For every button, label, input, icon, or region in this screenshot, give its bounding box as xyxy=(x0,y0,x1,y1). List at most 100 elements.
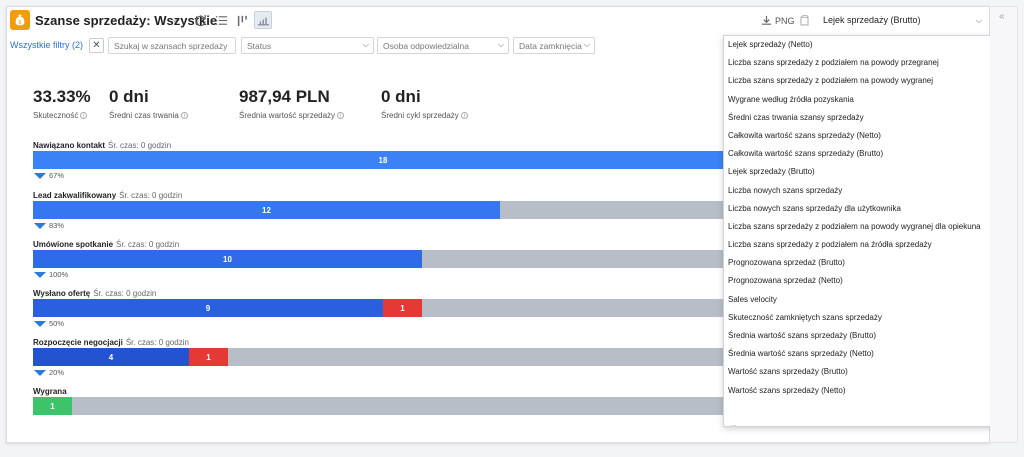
stage-name: Wysłano ofertę xyxy=(33,289,91,298)
png-label: PNG xyxy=(775,15,795,26)
dropdown-option[interactable]: Liczba nowych szans sprzedaży dla użytko… xyxy=(728,203,901,213)
dropdown-option[interactable]: Skuteczność zamkniętych szans sprzedaży xyxy=(728,312,882,322)
clear-filters-button[interactable]: ✕ xyxy=(89,38,104,53)
chevron-down-icon: ⌵ xyxy=(362,40,369,49)
chevron-down-icon: ⌵ xyxy=(497,40,504,49)
funnel-stage-label: Nawiązano kontakt Śr. czas: 0 godzin xyxy=(33,141,171,150)
info-icon[interactable]: i xyxy=(80,112,88,119)
funnel-bar-active[interactable]: 9 xyxy=(33,299,383,317)
funnel-bar-active[interactable]: 18 xyxy=(33,151,733,169)
metric-avg-cycle: 0 dni Średni cykl sprzedaży i xyxy=(381,87,468,120)
list-view-icon[interactable] xyxy=(212,11,230,29)
funnel-bar-active[interactable]: 4 xyxy=(33,348,189,366)
info-icon[interactable]: i xyxy=(180,112,188,119)
triangle-down-icon xyxy=(34,369,46,376)
metric-label: Średni czas trwania xyxy=(109,111,179,120)
funnel-stage-label: Lead zakwalifikowany Śr. czas: 0 godzin xyxy=(33,191,182,200)
status-filter-label: Status xyxy=(247,41,272,51)
triangle-down-icon xyxy=(34,172,46,179)
metric-label: Średnia wartość sprzedaży xyxy=(239,111,336,120)
owner-filter-label: Osoba odpowiedzialna xyxy=(383,41,470,51)
info-icon[interactable]: i xyxy=(460,112,468,119)
chevron-down-icon[interactable]: ⌵ xyxy=(171,14,179,25)
conversion-value: 83% xyxy=(49,221,65,230)
metric-value: 33.33% xyxy=(33,87,91,106)
dropdown-option[interactable]: Całkowita wartość szans sprzedaży (Brutt… xyxy=(728,149,884,159)
funnel-bar-lost[interactable]: 1 xyxy=(383,299,422,317)
dropdown-option[interactable]: Całkowita wartość szans sprzedaży (Netto… xyxy=(728,130,881,140)
copy-icon[interactable] xyxy=(800,15,810,26)
collapse-panel-button[interactable]: « xyxy=(999,11,1005,22)
close-date-filter-label: Data zamknięcia xyxy=(519,41,582,51)
search-placeholder: Szukaj w szansach sprzedaży xyxy=(114,41,228,51)
stage-avg-time: Śr. czas: 0 godzin xyxy=(108,141,172,150)
dropdown-option[interactable]: Średnia wartość szans sprzedaży (Brutto) xyxy=(728,331,877,340)
search-input[interactable]: Szukaj w szansach sprzedaży xyxy=(108,37,236,54)
bar-chart-icon[interactable] xyxy=(233,11,251,29)
owner-filter[interactable]: Osoba odpowiedzialna ⌵ xyxy=(377,37,509,54)
funnel-stage-label: Umówione spotkanie Śr. czas: 0 godzin xyxy=(33,240,179,249)
funnel-bar-active[interactable]: 1 xyxy=(33,397,72,415)
funnel-bar-track: 18 xyxy=(33,151,733,169)
report-window: $ Szanse sprzedaży: Wszystkie ⌵ PNG Leje… xyxy=(6,6,993,443)
metric-success-rate: 33.33% Skuteczność i xyxy=(33,87,91,120)
funnel-bar-active[interactable]: 12 xyxy=(33,201,500,219)
refresh-icon[interactable] xyxy=(191,11,209,29)
close-date-filter[interactable]: Data zamknięcia ⌵ xyxy=(513,37,595,54)
metric-avg-value: 987,94 PLN Średnia wartość sprzedaży i xyxy=(239,87,345,120)
report-type-select[interactable]: Lejek sprzedaży (Brutto) ⌵ xyxy=(818,12,988,30)
report-type-value: Lejek sprzedaży (Brutto) xyxy=(823,15,921,25)
dropdown-option[interactable]: Liczba szans sprzedaży z podziałem na po… xyxy=(728,76,933,86)
metric-value: 987,94 PLN xyxy=(239,87,330,106)
stage-avg-time: Śr. czas: 0 godzin xyxy=(93,289,157,298)
metric-label: Skuteczność xyxy=(33,111,79,120)
download-icon xyxy=(761,15,772,25)
conversion-value: 20% xyxy=(49,368,65,377)
metric-value: 0 dni xyxy=(109,87,149,106)
stage-name: Umówione spotkanie xyxy=(33,240,114,249)
triangle-down-icon xyxy=(34,320,46,327)
dropdown-option[interactable]: Średni czas trwania szansy sprzedaży xyxy=(728,112,864,122)
dropdown-option[interactable]: Lejek sprzedaży (Netto) xyxy=(728,40,813,49)
funnel-bar-track: 1 xyxy=(33,397,733,415)
report-type-options: Lejek sprzedaży (Netto) Liczba szans sprz… xyxy=(724,36,992,400)
stage-name: Nawiązano kontakt xyxy=(33,141,106,150)
side-panel-strip: « xyxy=(990,6,1018,443)
dropdown-option[interactable]: Wartość szans sprzedaży (Brutto) xyxy=(728,367,848,377)
status-filter[interactable]: Status ⌵ xyxy=(241,37,374,54)
dropdown-option[interactable]: Liczba szans sprzedaży z podziałem na źr… xyxy=(728,240,932,250)
funnel-stage-label: Rozpoczęcie negocjacji Śr. czas: 0 godzin xyxy=(33,338,189,347)
conversion-value: 100% xyxy=(49,270,69,279)
conversion-rate: 50% xyxy=(34,319,64,328)
dropdown-option[interactable]: Lejek sprzedaży (Brutto) xyxy=(728,167,815,177)
funnel-chart-icon[interactable] xyxy=(254,11,272,29)
dropdown-option[interactable]: Wygrane według źródła pozyskania xyxy=(728,94,854,104)
dropdown-option[interactable]: Prognozowana sprzedaż (Netto) xyxy=(728,276,843,286)
funnel-bar-active[interactable]: 10 xyxy=(33,250,422,268)
stage-name: Rozpoczęcie negocjacji xyxy=(33,338,123,347)
stage-avg-time: Śr. czas: 0 godzin xyxy=(125,338,189,347)
dropdown-option[interactable]: Wartość szans sprzedaży (Netto) xyxy=(728,385,846,395)
report-type-dropdown: Lejek sprzedaży (Netto) Liczba szans sprz… xyxy=(723,35,993,427)
all-filters-link[interactable]: Wszystkie filtry (2) xyxy=(10,40,83,50)
conversion-value: 50% xyxy=(49,319,65,328)
conversion-rate: 20% xyxy=(34,368,64,377)
funnel-bar-lost[interactable]: 1 xyxy=(189,348,228,366)
dropdown-option[interactable]: Liczba szans sprzedaży z podziałem na po… xyxy=(728,221,981,231)
dropdown-option[interactable]: Średnia wartość szans sprzedaży (Netto) xyxy=(728,349,874,359)
metric-value: 0 dni xyxy=(381,87,421,106)
funnel-bar-track: 10 xyxy=(33,250,733,268)
dropdown-option[interactable]: Prognozowana sprzedaż (Brutto) xyxy=(728,258,845,268)
more-options-indicator: ... xyxy=(730,419,737,427)
info-icon[interactable]: i xyxy=(337,112,345,119)
stage-name: Lead zakwalifikowany xyxy=(33,191,117,200)
dropdown-option[interactable]: Liczba szans sprzedaży z podziałem na po… xyxy=(728,58,939,68)
funnel-stage-label: Wysłano ofertę Śr. czas: 0 godzin xyxy=(33,289,156,298)
triangle-down-icon xyxy=(34,271,46,278)
dropdown-option[interactable]: Sales velocity xyxy=(728,294,777,304)
export-png-button[interactable]: PNG xyxy=(761,15,795,26)
chevron-down-icon: ⌵ xyxy=(975,16,982,25)
dropdown-option[interactable]: Liczba nowych szans sprzedaży xyxy=(728,185,843,195)
